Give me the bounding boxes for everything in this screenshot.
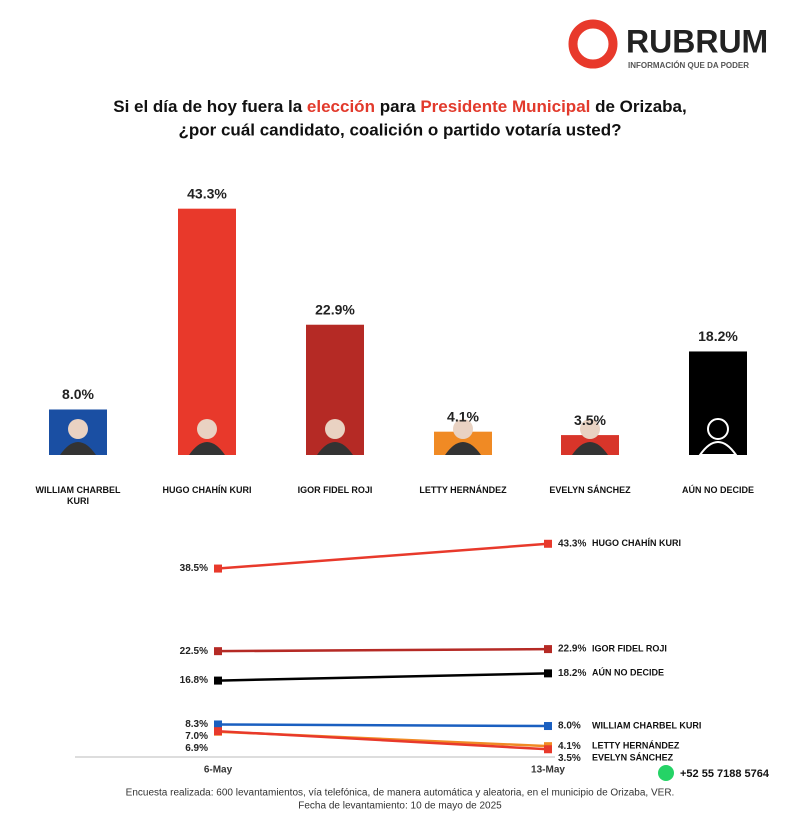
- legend-label: WILLIAM CHARBEL KURI: [592, 720, 701, 730]
- x-tick-label: 13-May: [531, 765, 565, 776]
- point-label: 22.5%: [180, 646, 208, 657]
- point-label: 8.0%: [558, 721, 581, 732]
- title-part: de Orizaba,: [590, 97, 686, 116]
- category-label: IGOR FIDEL ROJI: [297, 485, 373, 495]
- phone: +52 55 7188 5764: [680, 768, 770, 780]
- point-label: 7.0%: [185, 731, 208, 742]
- line: [217, 672, 549, 682]
- candidate-photo: [189, 442, 225, 455]
- title-part: Si el día de hoy fuera la: [113, 97, 307, 116]
- point: [214, 676, 222, 685]
- line: [217, 647, 549, 653]
- candidate-photo: [325, 419, 345, 439]
- footnote: Fecha de levantamiento: 10 de mayo de 20…: [298, 801, 502, 812]
- point: [544, 722, 552, 731]
- point-label: 43.3%: [558, 538, 586, 549]
- candidate-photo: [445, 442, 481, 455]
- line: [217, 729, 549, 751]
- title-part: para: [375, 97, 420, 116]
- point-label: 6.9%: [185, 743, 208, 754]
- point-label: 3.5%: [558, 753, 581, 764]
- category-label: AÚN NO DECIDE: [681, 485, 754, 495]
- title-part: Presidente Municipal: [420, 97, 590, 116]
- legend-label: HUGO CHAHÍN KURI: [592, 538, 681, 548]
- candidate-photo: [707, 418, 729, 440]
- value-label: 3.5%: [574, 412, 606, 428]
- point: [544, 669, 552, 678]
- category-label: WILLIAM CHARBEL KURI: [35, 485, 121, 506]
- line: [217, 723, 549, 728]
- legend-label: EVELYN SÁNCHEZ: [592, 753, 674, 763]
- whatsapp-icon: [658, 765, 674, 781]
- tagline: INFORMACIÓN QUE DA PODER: [628, 61, 749, 70]
- point: [214, 564, 222, 573]
- candidate-photo: [572, 442, 608, 455]
- candidate-photo: [453, 419, 473, 439]
- title: Si el día de hoy fuera la elección para …: [113, 97, 687, 116]
- category-label: LETTY HERNÁNDEZ: [419, 485, 507, 495]
- x-tick-label: 6-May: [204, 765, 233, 776]
- value-label: 22.9%: [315, 301, 355, 317]
- point: [544, 645, 552, 654]
- point-label: 16.8%: [180, 675, 208, 686]
- legend-label: AÚN NO DECIDE: [592, 667, 664, 678]
- value-label: 43.3%: [187, 185, 227, 201]
- title: ¿por cuál candidato, coalición o partido…: [178, 120, 621, 139]
- title-part: elección: [307, 97, 375, 116]
- logo-mark: [568, 19, 618, 69]
- point: [214, 727, 222, 736]
- point-label: 18.2%: [558, 668, 586, 679]
- legend-label: LETTY HERNÁNDEZ: [592, 741, 680, 751]
- point: [214, 647, 222, 656]
- bar: [178, 208, 236, 455]
- candidate-photo: [317, 442, 353, 455]
- value-label: 8.0%: [62, 386, 94, 402]
- candidate-photo: [197, 419, 217, 439]
- point-label: 22.9%: [558, 644, 586, 655]
- line: [217, 542, 549, 570]
- footnote: Encuesta realizada: 600 levantamientos, …: [126, 788, 675, 799]
- candidate-photo: [60, 442, 96, 455]
- point: [214, 720, 222, 729]
- point-label: 4.1%: [558, 741, 581, 752]
- point: [544, 539, 552, 548]
- legend-label: IGOR FIDEL ROJI: [592, 643, 667, 653]
- category-label: HUGO CHAHÍN KURI: [162, 485, 252, 495]
- point-label: 8.3%: [185, 719, 208, 730]
- candidate-photo: [68, 419, 88, 439]
- value-label: 4.1%: [447, 408, 479, 424]
- logo: RUBRUM: [626, 23, 768, 59]
- point: [544, 745, 552, 754]
- candidate-photo: [698, 441, 738, 456]
- candidate-photo: [580, 419, 600, 439]
- value-label: 18.2%: [698, 328, 738, 344]
- point-label: 38.5%: [180, 563, 208, 574]
- category-label: EVELYN SÁNCHEZ: [549, 485, 631, 495]
